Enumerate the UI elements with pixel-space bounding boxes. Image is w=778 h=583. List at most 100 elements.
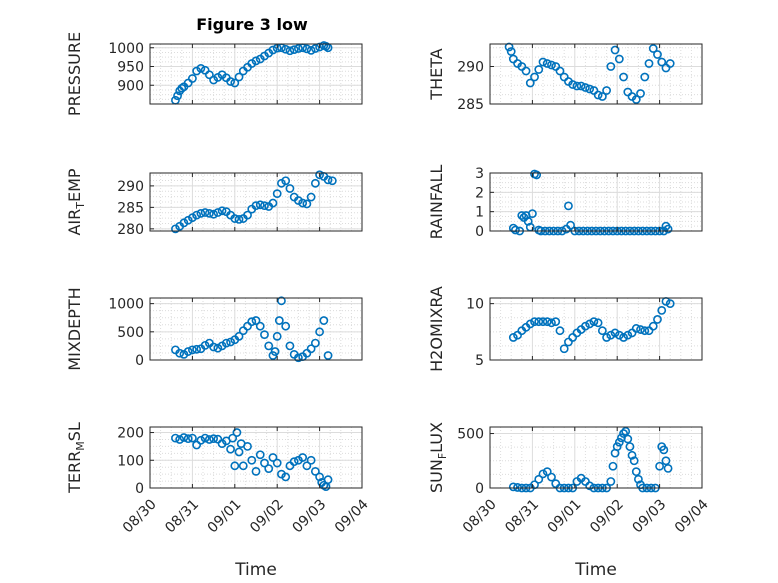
x-tick-label: 09/01 — [205, 496, 245, 536]
data-point — [230, 214, 240, 223]
data-point — [648, 44, 658, 53]
data-point — [281, 176, 291, 186]
data-point — [213, 343, 223, 353]
data-point — [217, 206, 227, 216]
data-point — [576, 81, 586, 91]
data-point — [508, 482, 518, 492]
data-point — [251, 56, 261, 66]
y-tick-label: 290 — [457, 60, 484, 76]
data-point — [285, 341, 295, 351]
data-point — [511, 225, 520, 235]
data-point — [665, 59, 675, 68]
y-axis-label: SUNFLUX — [427, 422, 449, 493]
data-point — [644, 59, 654, 68]
y-tick-label: 5 — [475, 353, 484, 369]
y-tick-label: 0 — [135, 481, 144, 497]
y-axis-label: MIXDEPTH — [65, 287, 84, 370]
series — [171, 41, 333, 105]
x-tick-label: 09/03 — [290, 496, 330, 536]
data-point — [602, 333, 611, 342]
grid — [489, 427, 703, 489]
data-point — [173, 91, 182, 101]
data-point — [183, 434, 193, 444]
data-point — [614, 54, 624, 64]
data-point — [534, 474, 544, 484]
data-point — [559, 344, 569, 354]
data-point — [521, 66, 531, 76]
x-tick-label: 09/04 — [332, 496, 372, 536]
x-tick-label: 08/30 — [120, 496, 160, 536]
axes-box — [149, 426, 363, 489]
data-point — [200, 433, 210, 443]
subplot-h2omixra: 5 10 H2OMIXRA — [427, 286, 703, 372]
axes-box — [489, 297, 703, 361]
data-point — [264, 464, 274, 473]
data-point — [585, 84, 595, 94]
data-point — [272, 189, 282, 199]
y-axis-label: THETA — [427, 48, 446, 100]
y-tick-label: 100 — [117, 453, 144, 469]
data-point — [260, 458, 269, 468]
data-point — [530, 72, 539, 82]
y-axis-label-tail: SL — [65, 422, 84, 441]
data-point — [293, 353, 303, 363]
data-point — [623, 330, 633, 340]
x-tick-label: 09/01 — [545, 496, 585, 536]
data-point — [631, 467, 641, 477]
data-point — [234, 214, 244, 224]
data-point — [272, 458, 282, 468]
data-point — [655, 461, 664, 471]
data-point — [302, 199, 312, 209]
data-point — [634, 474, 643, 484]
data-point — [623, 434, 633, 444]
x-tick-label: 09/02 — [587, 496, 627, 536]
data-point — [538, 57, 548, 67]
y-tick-label: 1 — [475, 205, 484, 221]
data-point — [228, 433, 238, 443]
data-point — [589, 317, 599, 327]
y-axis-label-main: H2OMIXRA — [427, 286, 446, 372]
y-tick-label: 200 — [117, 426, 144, 442]
data-point — [627, 450, 637, 460]
data-point — [281, 472, 291, 482]
data-point — [251, 466, 261, 476]
data-point — [268, 453, 278, 462]
data-point — [538, 469, 548, 479]
data-point — [209, 209, 218, 219]
data-point — [525, 319, 535, 329]
data-point — [192, 210, 202, 220]
data-point — [606, 62, 616, 71]
data-point — [277, 296, 286, 306]
data-point — [306, 344, 316, 354]
data-point — [528, 209, 537, 218]
x-tick-label: 09/02 — [247, 496, 287, 536]
data-point — [196, 63, 206, 73]
data-point — [302, 461, 312, 471]
axes-box — [149, 43, 363, 105]
data-point — [175, 435, 185, 444]
data-point — [602, 86, 611, 95]
data-point — [187, 433, 197, 443]
data-point — [606, 477, 616, 486]
data-point — [226, 77, 235, 86]
data-point — [302, 44, 312, 54]
figure-title: Figure 3 low — [196, 15, 308, 34]
data-point — [323, 175, 333, 185]
data-point — [610, 328, 620, 338]
y-tick-label: 285 — [457, 97, 484, 113]
data-point — [621, 426, 631, 436]
data-point — [551, 317, 561, 327]
data-point — [306, 45, 316, 55]
data-point — [323, 475, 333, 485]
y-axis-label-tail: EMP — [65, 168, 84, 202]
data-point — [593, 318, 603, 328]
data-point — [251, 316, 261, 325]
y-tick-label: 0 — [475, 224, 484, 240]
x-axis-label: Time — [574, 560, 617, 580]
x-axis-label: Time — [234, 560, 277, 580]
data-point — [289, 457, 299, 467]
series — [171, 170, 337, 234]
data-point — [619, 333, 628, 342]
data-point — [542, 467, 552, 477]
data-point — [298, 453, 308, 462]
